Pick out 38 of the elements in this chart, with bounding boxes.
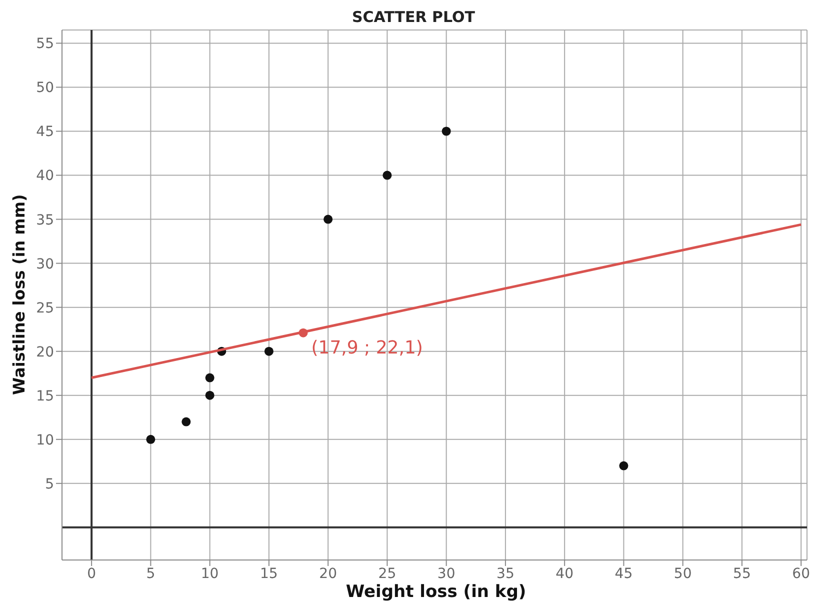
y-tick-label: 5 — [45, 476, 54, 492]
x-tick-label: 60 — [792, 566, 810, 582]
y-axis-title: Waistline loss (in mm) — [8, 194, 30, 398]
x-tick-label: 5 — [146, 566, 156, 582]
point — [182, 417, 191, 426]
x-tick-label: 35 — [496, 566, 514, 582]
x-tick-label: 20 — [319, 566, 337, 582]
y-tick-label: 50 — [36, 80, 54, 96]
y-tick-label: 40 — [36, 168, 54, 184]
y-tick-label: 10 — [36, 432, 54, 448]
x-axis-title: Weight loss (in kg) — [344, 582, 528, 602]
point — [205, 390, 214, 400]
y-tick-label: 30 — [36, 256, 54, 272]
point — [382, 170, 392, 180]
x-tick-label: 15 — [260, 566, 278, 582]
y-tick-label: 25 — [36, 300, 54, 316]
y-tick-label: 15 — [36, 388, 54, 404]
annotation: (17,9 ; 22,1) — [311, 338, 423, 359]
point — [146, 434, 156, 444]
x-tick-label: 50 — [674, 566, 692, 582]
point — [619, 461, 628, 470]
point — [324, 214, 333, 224]
x-tick-label: 45 — [614, 566, 633, 582]
point — [442, 126, 451, 136]
y-tick-label: 20 — [36, 344, 54, 360]
point — [264, 346, 274, 356]
y-tick-label: 55 — [36, 36, 54, 52]
x-tick-label: 55 — [733, 566, 751, 582]
x-tick-label: 0 — [87, 566, 96, 582]
x-tick-label: 40 — [556, 566, 574, 582]
x-tick-label: 30 — [437, 566, 456, 582]
x-tick-label: 25 — [378, 566, 396, 582]
y-tick-label: 35 — [36, 212, 54, 228]
point — [298, 328, 308, 338]
point — [205, 373, 214, 382]
chart-title: SCATTER PLOT — [350, 8, 476, 26]
y-tick-label: 45 — [36, 124, 54, 140]
x-tick-label: 10 — [200, 566, 219, 582]
